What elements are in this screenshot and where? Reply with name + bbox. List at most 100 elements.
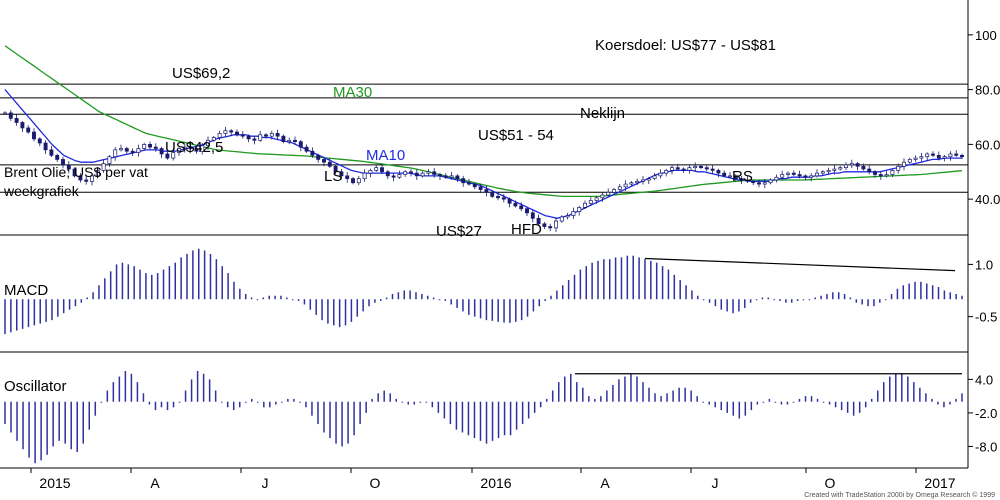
candle-body: [356, 178, 361, 184]
candle-body: [351, 178, 355, 184]
candle-body: [803, 175, 808, 178]
candle-body: [652, 175, 657, 179]
macd-y-ticks: 1.0 -0.5: [968, 257, 997, 325]
candle-body: [571, 211, 576, 216]
price-tick-label: 80.0: [975, 83, 1000, 98]
candle-body: [867, 168, 872, 173]
head-annotation: HFD: [511, 221, 542, 238]
candle-body: [409, 171, 413, 174]
candle-body: [890, 170, 895, 175]
candle-body: [403, 171, 408, 175]
candle-body: [455, 175, 460, 179]
x-tick-label: 2016: [480, 475, 511, 491]
price-tick-label: 40.0: [975, 192, 1000, 207]
candle-body: [269, 133, 274, 137]
candle-body: [397, 174, 402, 178]
candle-body: [281, 135, 286, 142]
oscillator-histogram: [4, 370, 963, 464]
candle-body: [722, 172, 727, 177]
candle-body: [72, 168, 77, 177]
candle-body: [664, 170, 669, 174]
candle-body: [507, 198, 512, 204]
candle-body: [432, 171, 437, 175]
candle-body: [559, 216, 564, 222]
candle-body: [577, 207, 582, 212]
price-candles: [3, 110, 964, 232]
candle-body: [66, 164, 71, 170]
candle-body: [339, 171, 344, 177]
candle-body: [362, 172, 367, 179]
candle-body: [565, 215, 570, 218]
target-annotation: Koersdoel: US$77 - US$81: [595, 37, 776, 54]
candle-body: [641, 179, 645, 182]
ma10-label: MA10: [366, 147, 405, 164]
candle-body: [61, 159, 65, 166]
candle-body: [37, 138, 42, 144]
candle-body: [182, 146, 187, 149]
candle-body: [873, 171, 877, 175]
candle-body: [153, 146, 158, 149]
right-shoulder-annotation: RS: [732, 168, 753, 185]
candle-body: [919, 156, 924, 159]
price-tick-label: 100: [975, 28, 997, 43]
candle-body: [449, 175, 454, 178]
candle-body: [826, 170, 831, 173]
candle-body: [739, 178, 744, 181]
ma10-line: [4, 89, 962, 219]
candle-body: [136, 148, 141, 153]
candle-body: [3, 112, 7, 115]
candle-body: [8, 112, 13, 119]
candle-body: [391, 175, 396, 178]
candle-body: [107, 156, 112, 164]
candle-body: [211, 137, 216, 141]
candle-body: [380, 167, 384, 173]
x-tick-label: 2017: [924, 475, 955, 491]
candle-body: [687, 167, 692, 171]
candle-body: [275, 133, 280, 137]
candle-body: [252, 138, 257, 141]
chart-frame: [0, 0, 969, 469]
candle-body: [293, 139, 297, 142]
candle-body: [32, 131, 36, 140]
candle-body: [675, 167, 680, 170]
candle-body: [113, 149, 118, 158]
x-tick-label: O: [825, 475, 836, 491]
candle-body: [385, 171, 390, 177]
candle-body: [287, 139, 292, 142]
candle-body: [327, 161, 332, 167]
candle-body: [745, 179, 750, 182]
candle-body: [815, 172, 819, 177]
candle-body: [757, 182, 761, 185]
candle-body: [838, 167, 843, 170]
price-horizontal-lines: [0, 83, 968, 193]
candle-body: [548, 226, 553, 229]
candle-body: [165, 153, 170, 159]
candle-body: [629, 182, 634, 185]
range-annotation: US$51 - 54: [478, 127, 554, 144]
candle-body: [374, 167, 379, 171]
candle-body: [501, 197, 506, 200]
candle-body: [612, 189, 616, 193]
footer-credit: Created with TradeStation 2000i by Omega…: [804, 491, 995, 499]
candle-body: [907, 159, 912, 163]
candle-body: [797, 174, 802, 177]
candle-body: [954, 153, 959, 156]
candle-body: [177, 148, 181, 153]
oscillator-tick-label: -8.0: [975, 439, 997, 454]
candle-body: [728, 175, 732, 178]
candle-body: [26, 127, 31, 133]
candle-body: [310, 150, 315, 156]
candle-body: [484, 189, 489, 193]
candle-body: [298, 141, 303, 148]
neckline-annotation: Neklijn: [580, 105, 625, 122]
candle-body: [148, 144, 152, 148]
macd-tick-label: -0.5: [975, 310, 997, 325]
candle-body: [78, 175, 83, 181]
candle-body: [235, 131, 239, 136]
candle-body: [658, 172, 663, 177]
candle-body: [368, 170, 373, 174]
candle-body: [159, 148, 164, 155]
candle-body: [496, 196, 500, 199]
